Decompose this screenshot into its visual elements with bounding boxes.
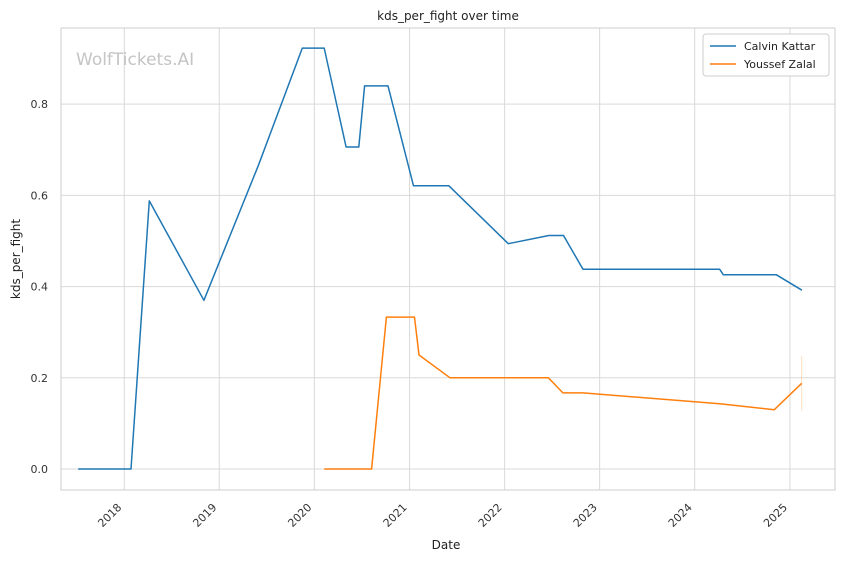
watermark: WolfTickets.AI xyxy=(76,50,194,70)
y-tick-label: 0.8 xyxy=(31,98,49,111)
series-line-0 xyxy=(78,47,803,470)
x-axis-title: Date xyxy=(432,538,461,552)
series-line-1 xyxy=(324,316,803,470)
y-tick-label: 0.6 xyxy=(31,189,49,202)
series-layer xyxy=(78,47,803,470)
plot-frame xyxy=(60,27,836,491)
legend-label: Youssef Zalal xyxy=(743,58,816,71)
grid xyxy=(61,28,835,490)
y-tick-label: 0.2 xyxy=(31,372,49,385)
y-axis-ticks: 0.0 0.2 0.4 0.6 0.8 xyxy=(31,98,49,476)
chart-title: kds_per_fight over time xyxy=(377,9,519,23)
y-tick-label: 0.0 xyxy=(31,463,49,476)
legend-box xyxy=(702,33,830,77)
y-axis-title: kds_per_fight xyxy=(9,219,23,300)
y-tick-label: 0.4 xyxy=(31,281,49,294)
legend-label: Calvin Kattar xyxy=(744,40,816,53)
legend: Calvin Kattar Youssef Zalal xyxy=(702,33,830,77)
